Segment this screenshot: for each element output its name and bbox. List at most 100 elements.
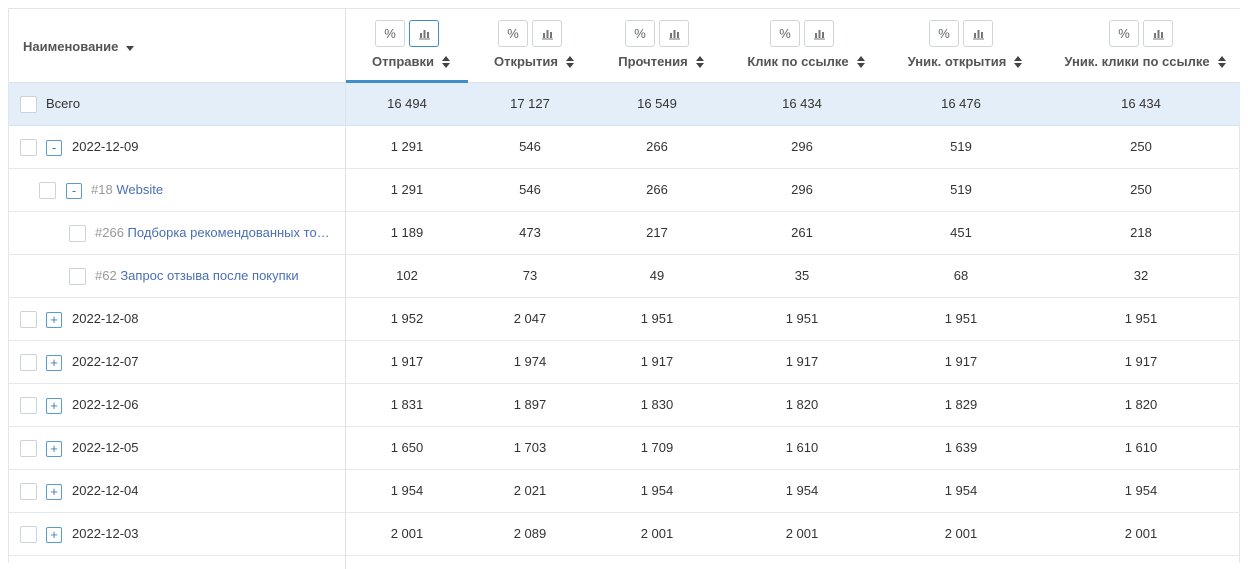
metric-value: 519 (950, 139, 972, 154)
metric-value: 1 831 (390, 397, 424, 412)
item-id: #62 (95, 268, 117, 283)
expand-icon[interactable]: + (46, 484, 62, 500)
row-name: 2022-12-07 (72, 354, 339, 369)
metric-value: 102 (396, 268, 418, 283)
percent-icon: % (779, 26, 791, 41)
row-label: Всего (46, 96, 81, 111)
item-id: #18 (91, 182, 113, 197)
row-checkbox[interactable] (20, 96, 37, 113)
row-name: 2022-12-04 (72, 483, 339, 498)
total-row: Всего 16 494 17 127 16 549 16 434 16 476 16 43… (9, 83, 1240, 126)
sort-icon (856, 55, 865, 68)
metric-value: 1 974 (513, 354, 547, 369)
metric-value: 1 917 (390, 354, 424, 369)
chart-view-button[interactable] (532, 20, 562, 47)
metric-value: 1 291 (390, 182, 424, 197)
row-checkbox[interactable] (20, 311, 37, 328)
percent-view-button[interactable]: % (929, 20, 959, 47)
metric-value: 217 (646, 225, 668, 240)
sort-icon (1014, 55, 1023, 68)
metric-value: 296 (791, 139, 813, 154)
metric-value: 2 047 (513, 311, 547, 326)
row-checkbox[interactable] (69, 225, 86, 242)
expand-icon[interactable]: + (46, 527, 62, 543)
chart-view-button[interactable] (804, 20, 834, 47)
metric-value: 16 434 (1121, 96, 1161, 111)
bar-chart-icon (541, 28, 554, 40)
chart-view-button[interactable] (409, 20, 439, 47)
row-checkbox[interactable] (69, 268, 86, 285)
percent-icon: % (507, 26, 519, 41)
row-label: 2022-12-08 (72, 311, 139, 326)
metric-value: 1 954 (944, 483, 978, 498)
metric-value: 250 (1130, 139, 1152, 154)
row-checkbox[interactable] (20, 526, 37, 543)
metric-value: 16 434 (782, 96, 822, 111)
column-view-toggle: % (375, 20, 439, 47)
row-checkbox[interactable] (20, 483, 37, 500)
collapse-icon[interactable]: - (66, 183, 82, 199)
sortable-column-label[interactable]: Клик по ссылке (747, 54, 865, 69)
metric-value: 1 954 (785, 483, 819, 498)
caret-down-icon (126, 45, 135, 51)
sort-icon (695, 55, 704, 68)
percent-view-button[interactable]: % (498, 20, 528, 47)
row-label: 2022-12-05 (72, 440, 139, 455)
expand-icon[interactable]: + (46, 312, 62, 328)
row-checkbox[interactable] (20, 440, 37, 457)
sortable-column-label[interactable]: Открытия (494, 54, 574, 69)
table-row: #62 Запрос отзыва после покупки 102 73 49 35… (9, 255, 1240, 298)
table-row: +2022-12-06 1 831 1 897 1 830 1 820 1 829 1 82… (9, 384, 1240, 427)
expand-icon[interactable]: + (46, 355, 62, 371)
table-row: -2022-12-09 1 291 546 266 296 519 250 (9, 126, 1240, 169)
row-checkbox[interactable] (20, 139, 37, 156)
percent-view-button[interactable]: % (770, 20, 800, 47)
row-checkbox[interactable] (20, 354, 37, 371)
row-name: 2022-12-05 (72, 440, 339, 455)
metric-value: 1 639 (944, 440, 978, 455)
metric-value: 73 (522, 268, 538, 283)
row-label: 2022-12-04 (72, 483, 139, 498)
bar-chart-icon (972, 28, 985, 40)
collapse-icon[interactable]: - (46, 140, 62, 156)
percent-view-button[interactable]: % (625, 20, 655, 47)
sortable-column-label[interactable]: Прочтения (618, 54, 704, 69)
column-title: Клик по ссылке (747, 54, 849, 69)
sortable-column-label[interactable]: Отправки (372, 54, 450, 69)
table-row: #266 Подборка рекомендованных то… 1 189 47… (9, 212, 1240, 255)
item-link[interactable]: Запрос отзыва после покупки (120, 268, 299, 283)
column-title: Уник. клики по ссылке (1064, 54, 1210, 69)
metric-value: 1 954 (1124, 483, 1158, 498)
sortable-column-label[interactable]: Уник. клики по ссылке (1064, 54, 1226, 69)
expand-icon[interactable]: + (46, 441, 62, 457)
name-column-header[interactable]: Наименование (23, 39, 135, 54)
metric-value: 546 (519, 139, 541, 154)
chart-view-button[interactable] (659, 20, 689, 47)
row-name: 2022-12-08 (72, 311, 339, 326)
column-view-toggle: % (625, 20, 689, 47)
percent-view-button[interactable]: % (375, 20, 405, 47)
metric-value: 49 (649, 268, 665, 283)
metric-value: 2 021 (513, 483, 547, 498)
percent-view-button[interactable]: % (1109, 20, 1139, 47)
metric-value: 1 897 (513, 397, 547, 412)
sort-icon (442, 55, 450, 68)
metric-value: 2 001 (1124, 526, 1158, 541)
row-checkbox[interactable] (20, 397, 37, 414)
metric-value: 2 089 (513, 526, 547, 541)
chart-view-button[interactable] (963, 20, 993, 47)
row-name: #266 Подборка рекомендованных то… (95, 225, 339, 240)
item-link[interactable]: Website (116, 182, 164, 197)
metric-value: 1 951 (640, 311, 674, 326)
row-checkbox[interactable] (39, 182, 56, 199)
table-row: +2022-12-07 1 917 1 974 1 917 1 917 1 917 1 91… (9, 341, 1240, 384)
metric-value: 35 (794, 268, 810, 283)
expand-icon[interactable]: + (46, 398, 62, 414)
row-label: 2022-12-07 (72, 354, 139, 369)
chart-view-button[interactable] (1143, 20, 1173, 47)
item-link[interactable]: Подборка рекомендованных то… (127, 225, 330, 240)
sortable-column-label[interactable]: Уник. открытия (908, 54, 1023, 69)
row-name: #62 Запрос отзыва после покупки (95, 268, 339, 283)
row-name: 2022-12-09 (72, 139, 339, 154)
bar-chart-icon (1152, 28, 1165, 40)
